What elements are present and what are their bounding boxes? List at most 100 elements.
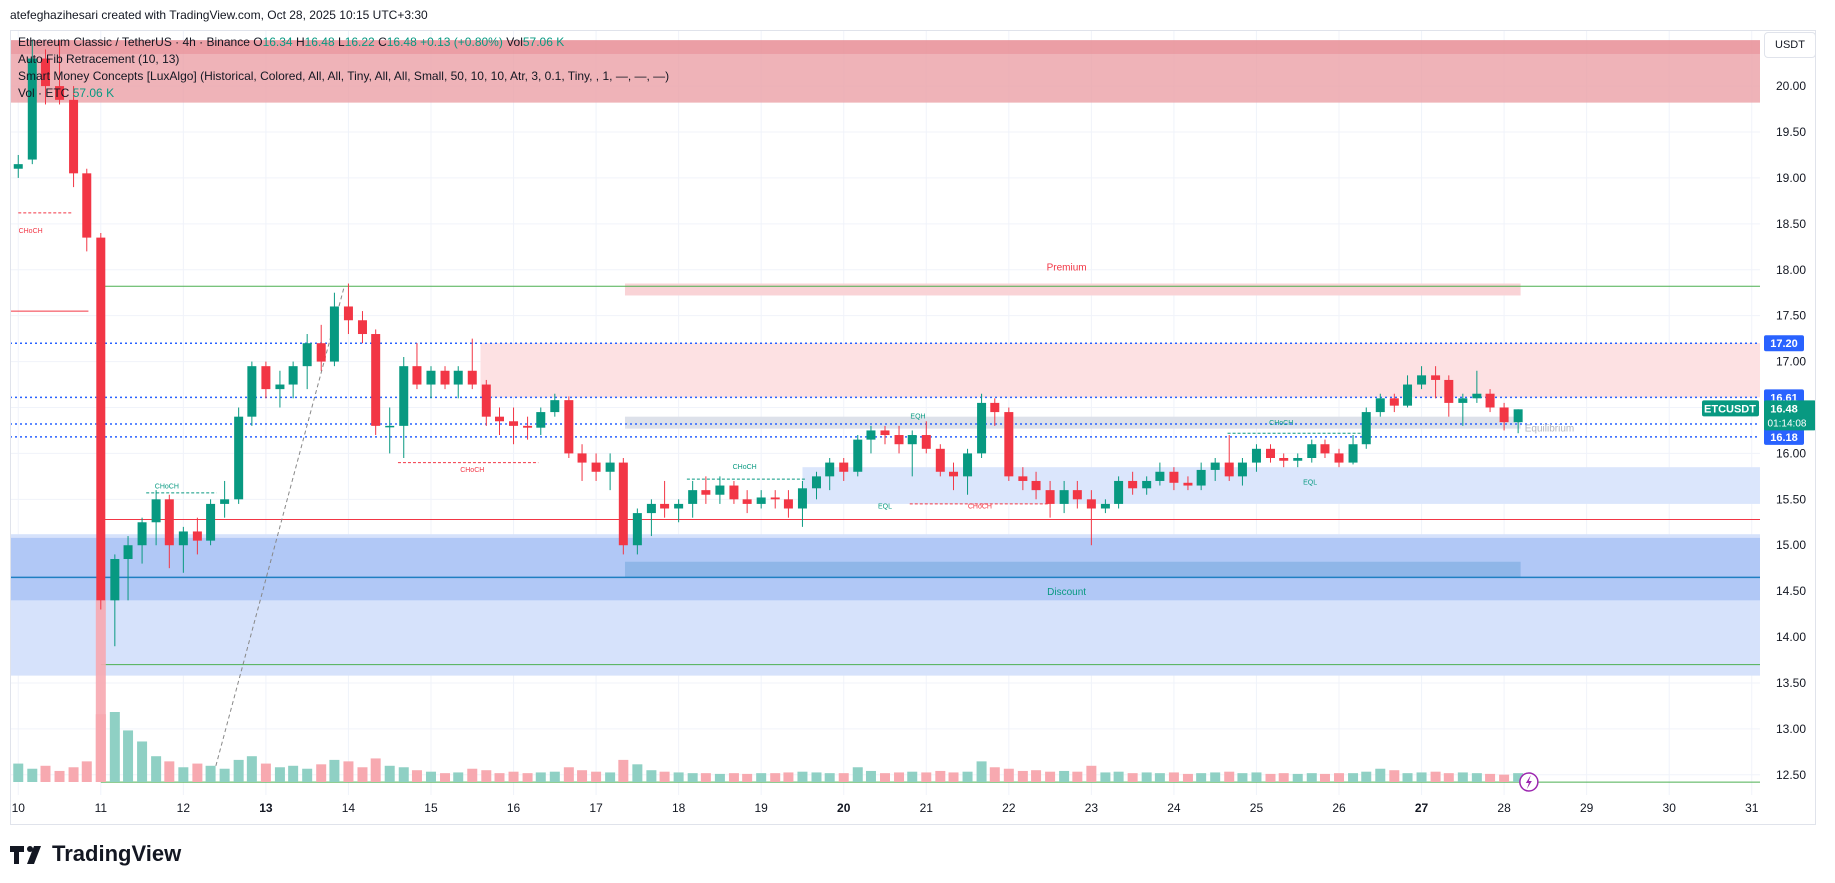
volume-bar — [1389, 770, 1400, 782]
close-label: C — [378, 35, 387, 49]
equilibrium-label: Equilibrium — [1525, 423, 1574, 434]
volume-bar — [797, 771, 808, 782]
candle — [123, 536, 133, 601]
premium-zone — [624, 283, 1521, 296]
candle — [385, 407, 395, 454]
candle — [302, 334, 312, 390]
legend-symbol-row: Ethereum Classic / TetherUS · 4h · Binan… — [18, 34, 669, 51]
candle — [371, 329, 381, 436]
x-tick-label: 25 — [1250, 801, 1264, 815]
volume-bar — [329, 759, 340, 782]
x-tick-label: 14 — [342, 801, 356, 815]
candle — [1169, 467, 1179, 491]
indicator-smc[interactable]: Smart Money Concepts [LuxAlgo] (Historic… — [18, 69, 670, 83]
currency-button[interactable]: USDT — [1764, 32, 1816, 58]
candle-body — [288, 366, 298, 385]
candle-body — [137, 522, 147, 546]
candle-body — [1361, 412, 1371, 445]
candle-body — [894, 435, 904, 445]
candle-body — [949, 471, 959, 477]
candle — [412, 343, 422, 390]
volume-bar — [1443, 773, 1454, 782]
y-tick-label: 16.00 — [1776, 446, 1806, 460]
volume-bar — [907, 771, 918, 782]
candle — [825, 457, 835, 491]
volume-bar — [260, 763, 271, 782]
candle-body — [523, 425, 533, 428]
candle — [178, 526, 188, 573]
volume-bar — [1003, 768, 1014, 782]
candle — [275, 370, 285, 408]
symbol-tag-label: ETCUSDT — [1704, 403, 1756, 415]
volume-bar — [948, 772, 959, 782]
volume-bar — [659, 771, 670, 782]
candle — [316, 324, 326, 371]
candle-body — [316, 343, 326, 362]
volume-bar — [824, 773, 835, 782]
volume-bar — [384, 765, 395, 782]
volume-bar — [632, 764, 643, 782]
candle-body — [564, 400, 574, 454]
candle — [1100, 499, 1110, 514]
y-tick-label: 12.50 — [1776, 768, 1806, 782]
candle — [82, 168, 92, 252]
volume-bar — [1485, 773, 1496, 782]
candle-body — [1444, 379, 1454, 403]
candle — [1431, 366, 1441, 399]
candle-body — [192, 531, 202, 541]
candle — [110, 554, 120, 647]
volume-bar — [921, 772, 932, 782]
candle — [523, 416, 533, 440]
volume-bar — [577, 770, 588, 782]
candle-body — [674, 503, 684, 509]
candle-body — [935, 448, 945, 472]
low-label: L — [338, 35, 345, 49]
candle-body — [688, 490, 698, 504]
structure-annotations: Premium Discount Equilibrium CHoCH CHoCH CHoC… — [19, 228, 1575, 598]
candle-body — [481, 384, 491, 417]
candle-body — [1142, 480, 1152, 489]
candle — [1251, 444, 1261, 472]
candle-body — [1018, 476, 1028, 481]
structure-label: CHoCH — [1269, 420, 1293, 427]
candle — [164, 494, 174, 569]
low-value: 16.22 — [344, 35, 375, 49]
indicator-fib[interactable]: Auto Fib Retracement (10, 13) — [18, 52, 180, 66]
volume-bar — [976, 761, 987, 782]
candle-body — [632, 513, 642, 546]
candle — [1499, 402, 1509, 431]
volume-bar — [989, 767, 1000, 782]
volume-bar — [549, 771, 560, 782]
candle-body — [69, 99, 79, 174]
candle-body — [1307, 444, 1317, 458]
volume-bar — [811, 772, 822, 782]
indicator-volume-label[interactable]: Vol · ETC — [18, 86, 70, 100]
candle — [1417, 366, 1427, 390]
candle — [1348, 435, 1358, 465]
volume-bar — [54, 770, 65, 782]
tradingview-logo[interactable]: TradingView — [10, 841, 181, 867]
volume-bar — [40, 765, 51, 782]
candle — [27, 40, 37, 165]
candle-body — [715, 485, 725, 495]
candle-body — [96, 237, 106, 601]
high-value: 16.48 — [304, 35, 335, 49]
volume-bar — [1375, 768, 1386, 782]
candle — [96, 233, 106, 610]
candle — [1458, 393, 1468, 426]
volume-spike — [95, 600, 106, 782]
volume-bar — [398, 767, 409, 782]
candle-body — [1499, 407, 1509, 423]
candle-body — [234, 416, 244, 500]
candle — [866, 425, 876, 454]
candle-body — [164, 499, 174, 546]
candle — [853, 435, 863, 477]
symbol-name[interactable]: Ethereum Classic / TetherUS · 4h · Binan… — [18, 35, 250, 49]
volume-bar — [1457, 772, 1468, 782]
candle-body — [1485, 393, 1495, 408]
volume-bar — [1334, 773, 1345, 782]
close-value: 16.48 — [386, 35, 417, 49]
candle — [783, 490, 793, 518]
